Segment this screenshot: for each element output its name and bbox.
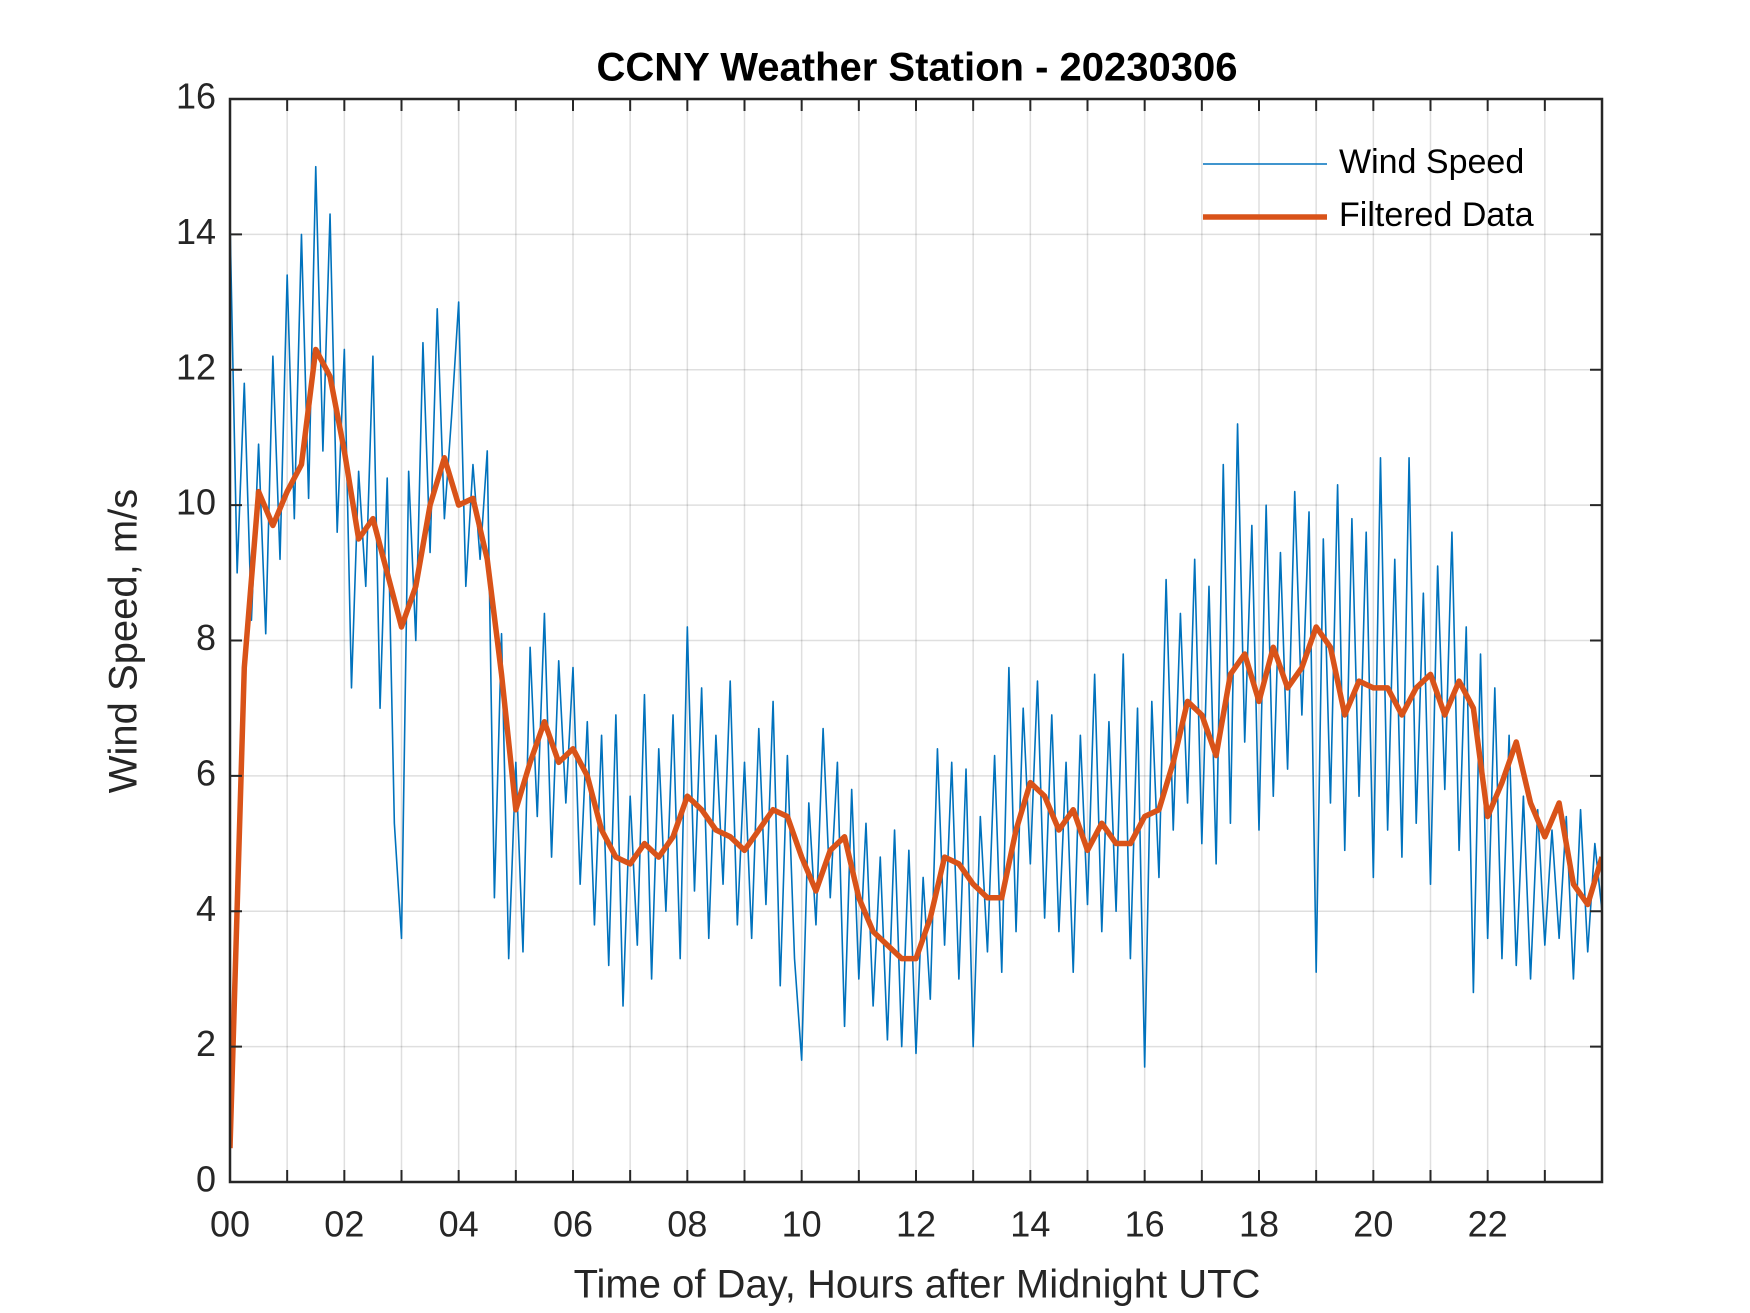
y-tick-label: 6 (196, 752, 216, 793)
x-tick-label: 16 (1125, 1204, 1165, 1245)
legend-label: Wind Speed (1339, 143, 1524, 181)
x-tick-label: 14 (1010, 1204, 1050, 1245)
x-axis-label: Time of Day, Hours after Midnight UTC (574, 1263, 1261, 1307)
x-tick-label: 18 (1239, 1204, 1279, 1245)
y-axis-label: Wind Speed, m/s (102, 489, 146, 794)
x-tick-label: 12 (896, 1204, 936, 1245)
x-tick-label: 22 (1468, 1204, 1508, 1245)
y-tick-label: 2 (196, 1023, 216, 1064)
series-line (230, 165, 1602, 1068)
y-tick-label: 12 (176, 346, 216, 387)
series-line (230, 346, 1602, 1149)
plot-area (230, 99, 1602, 1182)
y-tick-label: 4 (196, 888, 216, 929)
axes-box (228, 97, 1604, 1184)
y-tick-label: 10 (176, 482, 216, 523)
legend: Wind Speed Filtered Data (1203, 143, 1534, 234)
y-tick-label: 0 (196, 1159, 216, 1200)
y-tick-label: 8 (196, 617, 216, 658)
x-tick-label: 08 (667, 1204, 707, 1245)
y-tick-label: 14 (176, 211, 216, 252)
chart-title: CCNY Weather Station - 20230306 (597, 46, 1238, 90)
x-tick-label: 20 (1353, 1204, 1393, 1245)
legend-label: Filtered Data (1339, 196, 1534, 234)
data-layer (230, 165, 1602, 1149)
y-tick-label: 16 (176, 76, 216, 117)
x-tick-label: 06 (553, 1204, 593, 1245)
x-tick-label: 02 (324, 1204, 364, 1245)
x-tick-label: 04 (439, 1204, 479, 1245)
x-tick-label: 00 (210, 1204, 250, 1245)
x-tick-label: 10 (782, 1204, 822, 1245)
